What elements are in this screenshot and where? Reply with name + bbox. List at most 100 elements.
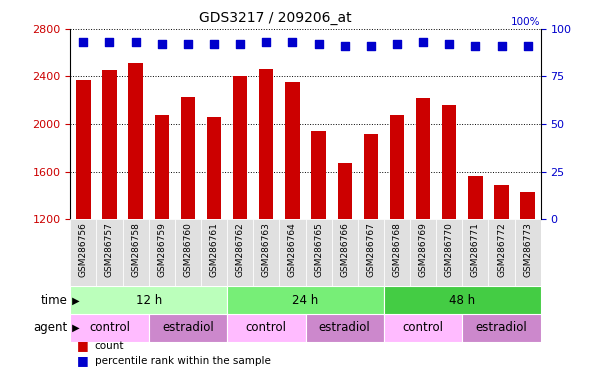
Bar <box>358 219 384 286</box>
Point <box>78 39 88 45</box>
Bar <box>102 70 117 219</box>
Bar <box>521 192 535 219</box>
Bar <box>227 314 306 342</box>
Bar <box>390 114 404 219</box>
Text: time: time <box>40 294 67 307</box>
Bar <box>279 219 306 286</box>
Text: GSM286771: GSM286771 <box>471 223 480 278</box>
Text: count: count <box>95 341 124 351</box>
Point <box>470 43 480 49</box>
Text: 100%: 100% <box>511 17 541 27</box>
Bar <box>436 219 463 286</box>
Bar <box>468 176 483 219</box>
Bar <box>364 134 378 219</box>
Text: agent: agent <box>33 321 67 334</box>
Bar <box>259 69 274 219</box>
Text: estradiol: estradiol <box>319 321 371 334</box>
Bar <box>233 76 247 219</box>
Text: GSM286762: GSM286762 <box>236 223 244 277</box>
Text: ▶: ▶ <box>69 323 79 333</box>
Point <box>235 41 245 47</box>
Bar <box>128 63 143 219</box>
Text: GSM286773: GSM286773 <box>523 223 532 278</box>
Text: control: control <box>403 321 444 334</box>
Bar <box>253 219 279 286</box>
Text: GSM286761: GSM286761 <box>210 223 219 278</box>
Point <box>340 43 349 49</box>
Text: ▶: ▶ <box>69 295 79 305</box>
Point <box>497 43 507 49</box>
Bar <box>181 97 195 219</box>
Text: GSM286772: GSM286772 <box>497 223 506 277</box>
Point <box>444 41 454 47</box>
Bar <box>76 80 90 219</box>
Bar <box>488 219 514 286</box>
Bar <box>97 219 123 286</box>
Point <box>183 41 193 47</box>
Text: 24 h: 24 h <box>293 294 318 307</box>
Bar <box>201 219 227 286</box>
Point <box>313 41 323 47</box>
Text: GSM286769: GSM286769 <box>419 223 428 278</box>
Text: control: control <box>246 321 287 334</box>
Bar <box>227 219 253 286</box>
Bar <box>227 286 384 314</box>
Bar <box>463 219 488 286</box>
Bar <box>442 105 456 219</box>
Bar <box>337 163 352 219</box>
Bar <box>494 185 509 219</box>
Bar <box>306 314 384 342</box>
Bar <box>148 314 227 342</box>
Text: ■: ■ <box>76 354 88 367</box>
Text: GSM286770: GSM286770 <box>445 223 454 278</box>
Bar <box>285 82 299 219</box>
Bar <box>155 114 169 219</box>
Point <box>157 41 167 47</box>
Bar <box>148 219 175 286</box>
Point <box>288 39 298 45</box>
Point <box>131 39 141 45</box>
Bar <box>410 219 436 286</box>
Bar <box>312 131 326 219</box>
Text: estradiol: estradiol <box>162 321 214 334</box>
Text: GSM286763: GSM286763 <box>262 223 271 278</box>
Point <box>262 39 271 45</box>
Bar <box>70 286 227 314</box>
Point <box>392 41 402 47</box>
Bar <box>463 314 541 342</box>
Bar <box>416 98 430 219</box>
Text: GSM286757: GSM286757 <box>105 223 114 278</box>
Point <box>419 39 428 45</box>
Text: 48 h: 48 h <box>449 294 475 307</box>
Text: GSM286759: GSM286759 <box>157 223 166 278</box>
Text: GSM286760: GSM286760 <box>183 223 192 278</box>
Bar <box>175 219 201 286</box>
Text: control: control <box>89 321 130 334</box>
Bar <box>70 219 97 286</box>
Bar <box>306 219 332 286</box>
Text: 12 h: 12 h <box>136 294 162 307</box>
Text: GSM286766: GSM286766 <box>340 223 349 278</box>
Point <box>104 39 114 45</box>
Text: GSM286764: GSM286764 <box>288 223 297 277</box>
Bar <box>384 314 463 342</box>
Bar <box>70 314 148 342</box>
Text: GSM286756: GSM286756 <box>79 223 88 278</box>
Bar <box>514 219 541 286</box>
Text: estradiol: estradiol <box>475 321 527 334</box>
Text: GSM286767: GSM286767 <box>367 223 375 278</box>
Bar <box>207 117 221 219</box>
Bar <box>123 219 148 286</box>
Bar <box>384 286 541 314</box>
Text: GSM286765: GSM286765 <box>314 223 323 278</box>
Text: percentile rank within the sample: percentile rank within the sample <box>95 356 271 366</box>
Point <box>523 43 533 49</box>
Bar <box>384 219 410 286</box>
Text: GSM286768: GSM286768 <box>392 223 401 278</box>
Text: GDS3217 / 209206_at: GDS3217 / 209206_at <box>199 11 351 25</box>
Point <box>366 43 376 49</box>
Bar <box>332 219 358 286</box>
Text: ■: ■ <box>76 339 88 352</box>
Text: GSM286758: GSM286758 <box>131 223 140 278</box>
Point <box>209 41 219 47</box>
